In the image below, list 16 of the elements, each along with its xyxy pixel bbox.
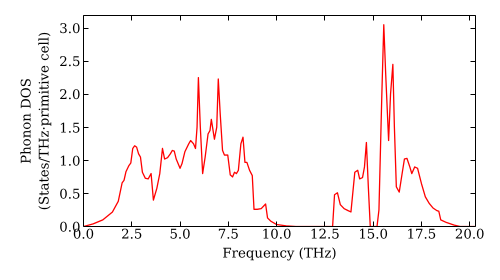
x-tick-label: 15.0 [358, 228, 388, 242]
x-axis-title: Frequency (THz) [222, 246, 337, 262]
y-tick-label: 3.0 [59, 22, 81, 38]
y-tick-label: 1.0 [59, 154, 81, 170]
x-tick-label: 20.0 [454, 228, 485, 242]
y-tick-label: 1.5 [59, 121, 81, 136]
y-tick-label: 2.5 [59, 55, 81, 70]
x-tick-label: 7.5 [218, 228, 239, 242]
x-tick-label: 2.5 [121, 228, 142, 242]
y-tick-label: 2.0 [59, 88, 81, 104]
y-axis-title: Phonon DOS (States/THz·primitive cell) [19, 32, 52, 210]
x-tick-label: 10.0 [262, 228, 292, 242]
x-tick-label: 17.5 [406, 228, 436, 242]
x-tick-label: 5.0 [169, 228, 191, 242]
y-tick-label: 0.5 [59, 187, 81, 202]
x-tick-label: 12.5 [310, 228, 340, 242]
